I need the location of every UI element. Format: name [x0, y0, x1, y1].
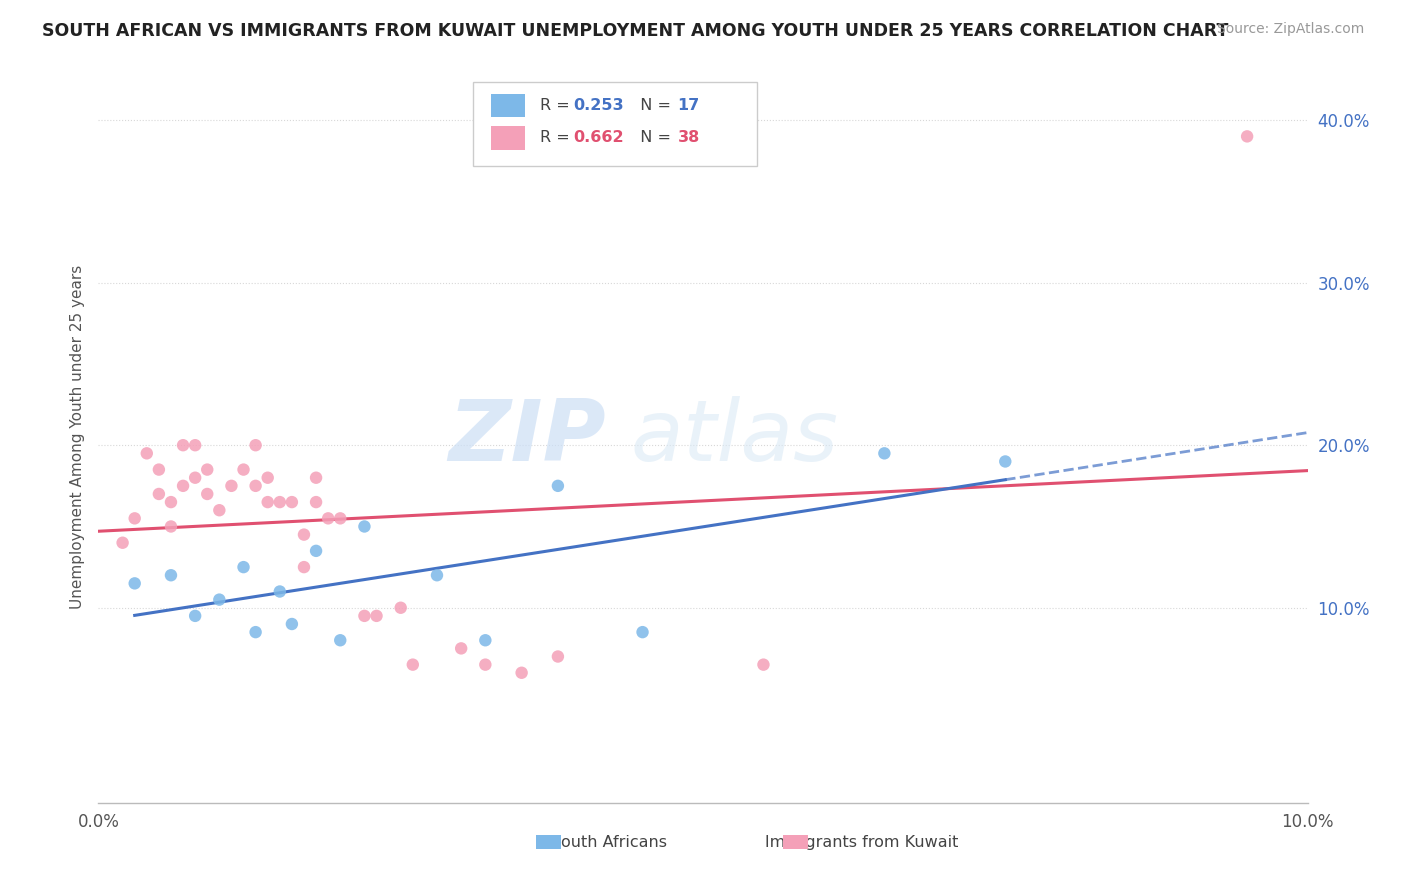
Point: [148, 487, 170, 501]
Text: 0.253: 0.253: [574, 98, 624, 113]
Point: [329, 633, 352, 648]
Point: [353, 608, 375, 623]
Point: [510, 665, 533, 680]
Point: [124, 576, 146, 591]
Point: [195, 462, 218, 476]
Point: [256, 495, 278, 509]
Point: [208, 503, 231, 517]
Point: [172, 438, 194, 452]
Text: atlas: atlas: [630, 395, 838, 479]
Point: [172, 479, 194, 493]
Point: [256, 471, 278, 485]
Point: [353, 519, 375, 533]
Point: [631, 625, 654, 640]
Point: [305, 471, 328, 485]
Point: [873, 446, 896, 460]
Y-axis label: Unemployment Among Youth under 25 years: Unemployment Among Youth under 25 years: [69, 265, 84, 609]
Text: SOUTH AFRICAN VS IMMIGRANTS FROM KUWAIT UNEMPLOYMENT AMONG YOUTH UNDER 25 YEARS : SOUTH AFRICAN VS IMMIGRANTS FROM KUWAIT …: [42, 22, 1229, 40]
Point: [160, 519, 183, 533]
Point: [474, 633, 496, 648]
Point: [547, 479, 569, 493]
Text: Source: ZipAtlas.com: Source: ZipAtlas.com: [1216, 22, 1364, 37]
Point: [111, 535, 134, 549]
Point: [245, 438, 267, 452]
Point: [281, 495, 304, 509]
Point: [474, 657, 496, 672]
Text: N =: N =: [630, 98, 676, 113]
Text: 0.662: 0.662: [574, 130, 624, 145]
Point: [426, 568, 449, 582]
Text: Immigrants from Kuwait: Immigrants from Kuwait: [728, 836, 959, 850]
Point: [994, 454, 1017, 468]
Text: R =: R =: [540, 130, 575, 145]
Point: [208, 592, 231, 607]
Text: R =: R =: [540, 98, 575, 113]
Point: [221, 479, 243, 493]
Point: [124, 511, 146, 525]
Point: [292, 527, 315, 541]
Bar: [536, 835, 561, 849]
Point: [245, 625, 267, 640]
Text: 38: 38: [678, 130, 700, 145]
Point: [281, 617, 304, 632]
Bar: [783, 835, 808, 849]
Text: ZIP: ZIP: [449, 395, 606, 479]
Point: [269, 495, 291, 509]
Point: [292, 560, 315, 574]
Point: [184, 608, 207, 623]
Point: [547, 649, 569, 664]
Point: [245, 479, 267, 493]
Point: [160, 568, 183, 582]
Point: [305, 495, 328, 509]
Point: [389, 600, 412, 615]
Point: [195, 487, 218, 501]
Point: [402, 657, 425, 672]
Text: N =: N =: [630, 130, 676, 145]
Point: [184, 471, 207, 485]
Point: [160, 495, 183, 509]
Point: [184, 438, 207, 452]
Point: [269, 584, 291, 599]
Point: [305, 544, 328, 558]
Point: [450, 641, 472, 656]
Text: 17: 17: [678, 98, 700, 113]
Point: [752, 657, 775, 672]
Point: [232, 560, 254, 574]
FancyBboxPatch shape: [474, 82, 758, 167]
Point: [232, 462, 254, 476]
Point: [1236, 129, 1258, 144]
Point: [148, 462, 170, 476]
Point: [329, 511, 352, 525]
FancyBboxPatch shape: [492, 126, 526, 150]
FancyBboxPatch shape: [492, 94, 526, 118]
Point: [135, 446, 157, 460]
Point: [316, 511, 339, 525]
Text: South Africans: South Africans: [515, 836, 666, 850]
Point: [366, 608, 388, 623]
